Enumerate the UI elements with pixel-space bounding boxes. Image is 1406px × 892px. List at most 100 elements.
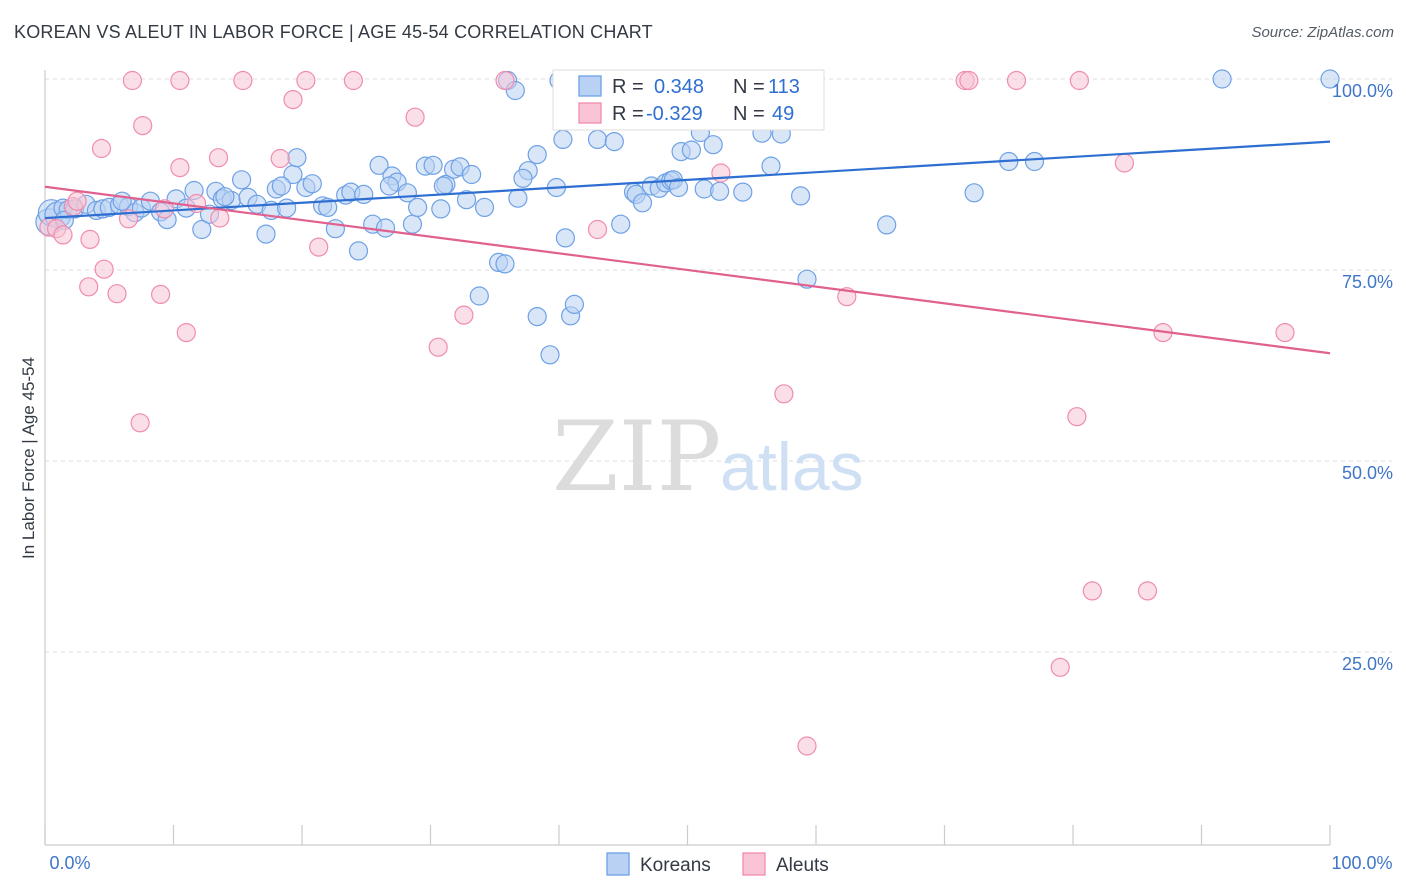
data-point-koreans	[797, 269, 817, 289]
data-point-aleuts	[309, 237, 329, 257]
data-point-koreans	[375, 218, 396, 238]
legend-swatch-aleuts	[578, 102, 602, 124]
legend-n-label-aleuts: N =	[733, 103, 765, 125]
data-point-koreans	[1212, 69, 1232, 89]
data-point-aleuts	[130, 413, 150, 433]
data-point-koreans	[302, 174, 322, 194]
data-point-koreans	[553, 129, 573, 149]
data-point-aleuts	[1006, 70, 1027, 91]
data-point-aleuts	[1082, 581, 1102, 601]
data-point-aleuts	[133, 115, 153, 136]
data-point-koreans	[508, 188, 528, 208]
data-point-aleuts	[587, 219, 608, 240]
data-point-aleuts	[797, 736, 817, 756]
data-point-aleuts	[91, 138, 112, 159]
y-tick-label: 75.0%	[1342, 272, 1393, 292]
data-point-aleuts	[343, 70, 363, 91]
data-point-aleuts	[1067, 407, 1087, 427]
data-point-koreans	[354, 184, 374, 204]
data-point-koreans	[564, 294, 585, 314]
data-point-aleuts	[1275, 323, 1295, 343]
data-point-aleuts	[67, 191, 87, 211]
data-point-aleuts	[176, 323, 196, 343]
axes	[44, 70, 1331, 846]
data-point-aleuts	[208, 148, 229, 168]
data-point-koreans	[379, 176, 399, 196]
x-tick-label-min: 0.0%	[49, 853, 90, 873]
data-point-aleuts	[94, 259, 114, 279]
data-point-koreans	[703, 135, 723, 155]
data-point-aleuts	[428, 337, 448, 357]
data-point-koreans	[348, 241, 369, 261]
legend-n-label-koreans: N =	[733, 76, 765, 98]
data-point-koreans	[469, 286, 489, 306]
y-tick-label: 50.0%	[1342, 463, 1393, 483]
data-point-aleuts	[774, 384, 794, 404]
data-point-aleuts	[1069, 70, 1090, 91]
data-point-koreans	[604, 132, 624, 152]
y-tick-label: 100.0%	[1332, 81, 1393, 101]
data-point-koreans	[423, 155, 443, 175]
data-point-aleuts	[107, 284, 127, 304]
series-points-aleuts	[39, 70, 1295, 756]
watermark-atlas: atlas	[720, 429, 864, 505]
series-legend-swatch-aleuts	[742, 852, 766, 876]
data-point-koreans	[431, 199, 451, 219]
data-point-koreans	[232, 170, 252, 190]
data-point-aleuts	[1050, 657, 1070, 677]
data-point-koreans	[369, 155, 389, 175]
data-point-koreans	[1320, 69, 1340, 89]
chart-title: KOREAN VS ALEUT IN LABOR FORCE | AGE 45-…	[14, 22, 653, 42]
data-point-koreans	[256, 224, 276, 244]
x-tick-label-max: 100.0%	[1331, 853, 1392, 873]
legend-r-label-koreans: R =	[612, 76, 644, 98]
data-point-aleuts	[283, 89, 303, 110]
series-points-koreans	[35, 69, 1340, 365]
data-point-koreans	[462, 164, 482, 185]
legend-n-value-aleuts: 49	[772, 103, 794, 125]
legend-r-value-aleuts: -0.329	[646, 103, 703, 125]
stats-legend: R = 0.348 N = 113 R = -0.329 N = 49	[552, 69, 825, 131]
data-point-koreans	[632, 193, 653, 213]
data-point-aleuts	[122, 70, 142, 91]
data-point-aleuts	[296, 70, 316, 91]
data-point-aleuts	[1114, 153, 1135, 173]
data-point-koreans	[540, 345, 560, 365]
data-point-koreans	[215, 187, 235, 207]
data-point-koreans	[587, 129, 608, 149]
data-point-koreans	[877, 215, 897, 235]
data-point-koreans	[790, 186, 811, 206]
data-point-aleuts	[154, 199, 175, 219]
data-point-koreans	[527, 145, 547, 165]
legend-r-label-aleuts: R =	[612, 103, 644, 125]
data-point-koreans	[495, 254, 515, 274]
data-point-koreans	[611, 214, 631, 234]
series-legend: Koreans Aleuts	[606, 852, 829, 876]
data-point-koreans	[668, 177, 689, 198]
series-legend-label-koreans: Koreans	[640, 855, 711, 876]
data-point-koreans	[555, 228, 576, 248]
data-point-aleuts	[495, 70, 515, 91]
source-credit: Source: ZipAtlas.com	[1251, 24, 1394, 41]
data-point-aleuts	[454, 305, 474, 325]
data-point-koreans	[964, 183, 984, 203]
data-points	[35, 69, 1340, 756]
watermark-zip: ZIP	[552, 401, 721, 513]
legend-swatch-koreans	[578, 75, 602, 97]
data-point-koreans	[527, 307, 547, 327]
data-point-aleuts	[405, 107, 425, 127]
grid-lines	[45, 78, 1392, 653]
data-point-koreans	[433, 176, 453, 196]
data-point-koreans	[318, 197, 338, 217]
data-point-koreans	[474, 197, 495, 217]
data-point-koreans	[277, 198, 297, 218]
y-tick-labels: 25.0% 50.0% 75.0% 100.0%	[1332, 81, 1393, 674]
series-legend-label-aleuts: Aleuts	[776, 855, 829, 876]
data-point-koreans	[761, 156, 781, 176]
data-point-koreans	[1024, 151, 1045, 172]
data-point-koreans	[733, 182, 753, 202]
data-point-aleuts	[53, 225, 73, 245]
data-point-koreans	[271, 176, 291, 196]
y-tick-label: 25.0%	[1342, 654, 1393, 674]
data-point-aleuts	[151, 284, 171, 304]
